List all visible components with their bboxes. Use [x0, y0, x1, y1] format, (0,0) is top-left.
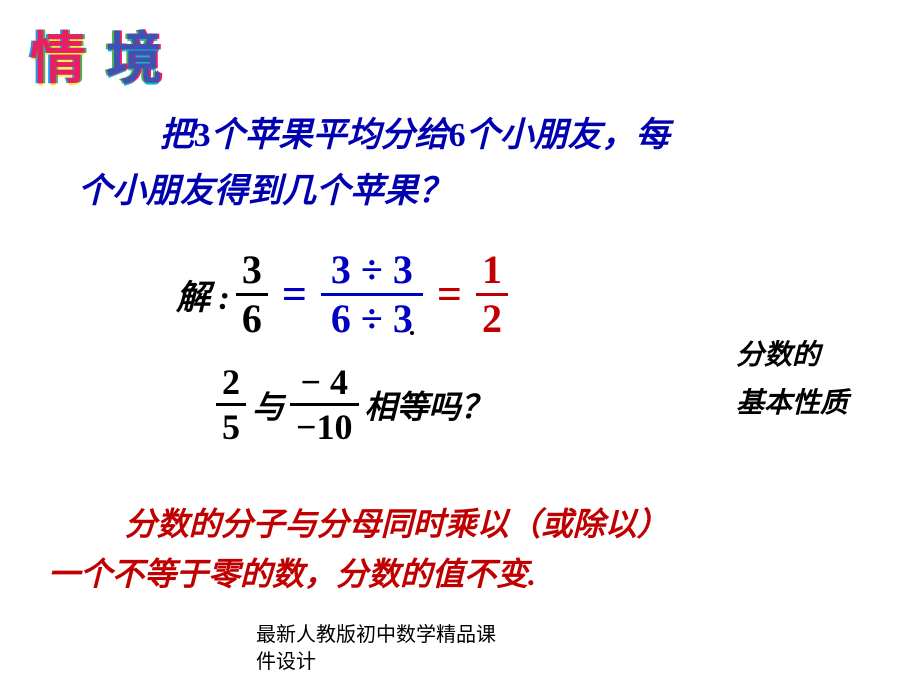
frac2-2-den: −10 — [290, 409, 359, 445]
slide-title: 情 境 — [30, 14, 170, 95]
rule-line-2: 一个不等于零的数，分数的值不变. — [48, 550, 860, 600]
side-line-2: 基本性质 — [736, 380, 876, 428]
frac-1-num: 3 — [236, 250, 268, 290]
slide: 情 境 把3个苹果平均分给6个小朋友，每 个小朋友得到几个苹果？ 解 : 3 6… — [0, 0, 920, 690]
title-char-1: 情 — [30, 14, 94, 95]
q-num-2: 6 — [449, 117, 466, 154]
frac-3-den: 2 — [476, 299, 508, 339]
footer-credit: 最新人教版初中数学精品课 件设计 — [256, 622, 556, 676]
question-text: 把3个苹果平均分给6个小朋友，每 个小朋友得到几个苹果？ — [78, 108, 880, 220]
frac2-1-num: 2 — [216, 364, 246, 400]
secondary-equation: 2 5 与 − 4 −10 相等吗？ — [216, 364, 499, 445]
side-note: 分数的 基本性质 — [736, 332, 876, 427]
main-equation: 解 : 3 6 = 3 ÷ 3 6 ÷ 3 = 1 2 — [176, 250, 508, 339]
q-text-b: 个苹果平均分给 — [211, 117, 449, 154]
frac-2-num: 3 ÷ 3 — [321, 250, 423, 290]
frac-1-den: 6 — [236, 299, 268, 339]
frac2-1-den: 5 — [216, 409, 246, 445]
eq2-tail: 相等吗？ — [365, 382, 493, 428]
fraction-1-2: 1 2 — [476, 250, 508, 339]
dot-marker — [410, 331, 414, 335]
q-num-1: 3 — [194, 117, 211, 154]
eq2-mid: 与 — [252, 382, 284, 428]
frac-3-num: 1 — [476, 250, 508, 290]
footer-line-2: 件设计 — [256, 649, 556, 676]
q-text-a: 把 — [160, 117, 194, 154]
frac-2-den: 6 ÷ 3 — [321, 299, 423, 339]
fraction-2-5: 2 5 — [216, 364, 246, 445]
q-text-c: 个小朋友，每 — [466, 117, 670, 154]
rule-line-1: 分数的分子与分母同时乘以（或除以） — [48, 500, 860, 550]
equals-1: = — [282, 269, 307, 320]
rule-statement: 分数的分子与分母同时乘以（或除以） 一个不等于零的数，分数的值不变. — [48, 500, 860, 599]
fraction-3-6: 3 6 — [236, 250, 268, 339]
fraction-n4-n10: − 4 −10 — [290, 364, 359, 445]
title-char-2: 境 — [106, 14, 170, 95]
side-line-1: 分数的 — [736, 332, 876, 380]
question-line-1: 把3个苹果平均分给6个小朋友，每 — [78, 108, 880, 164]
equals-2: = — [437, 269, 462, 320]
fraction-3d3-6d3: 3 ÷ 3 6 ÷ 3 — [321, 250, 423, 339]
frac-bar — [290, 403, 359, 406]
footer-line-1: 最新人教版初中数学精品课 — [256, 622, 556, 649]
solution-label: 解 : — [176, 270, 230, 319]
frac-bar — [216, 403, 246, 406]
frac2-2-num: − 4 — [295, 364, 355, 400]
question-line-2: 个小朋友得到几个苹果？ — [78, 164, 880, 220]
